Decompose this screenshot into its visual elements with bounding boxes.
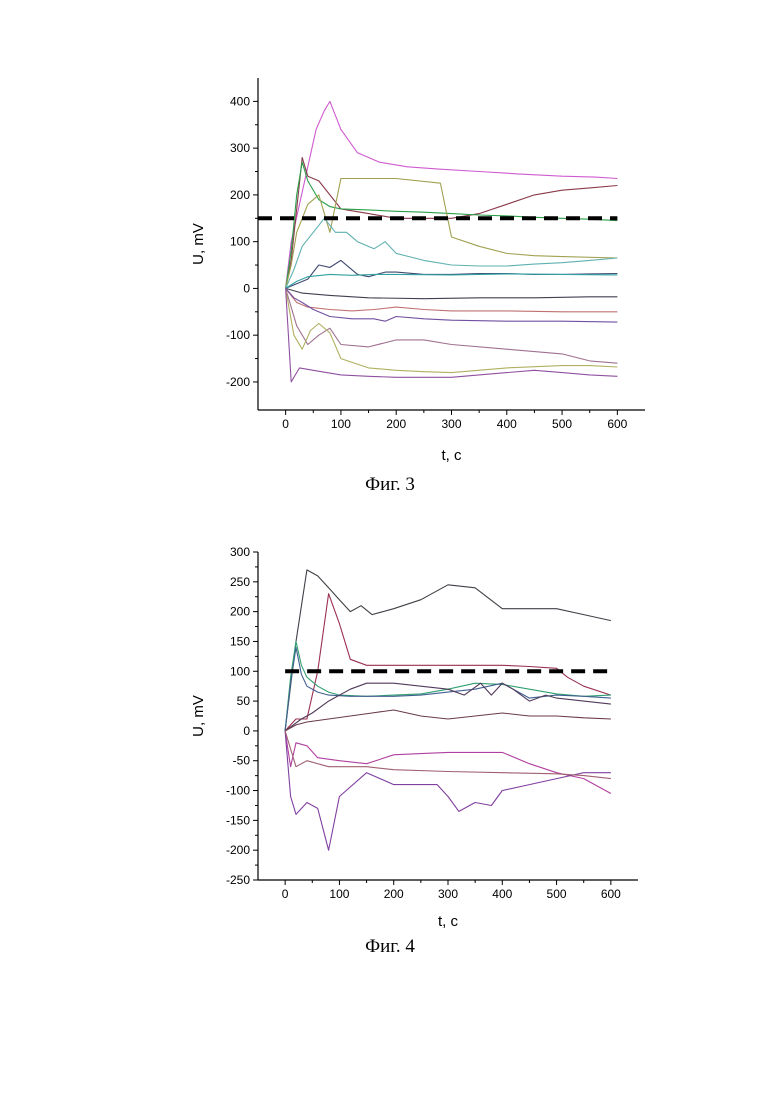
series-line-11 [286, 288, 618, 363]
y-tick-label: -50 [233, 754, 251, 768]
series-line-12 [286, 288, 618, 372]
x-tick-label: 200 [386, 417, 406, 431]
y-axis-title: U, mV [190, 223, 207, 265]
chart-fig3: 0 100 200 300 400 500 600 -200 -100 0 100 200 300 400… [0, 0, 780, 470]
x-axis-title: t, c [441, 447, 462, 464]
x-tick-label: 600 [607, 417, 627, 431]
series-line-2 [285, 594, 611, 731]
y-tick-label: 100 [230, 235, 250, 249]
series-line-8 [286, 288, 618, 298]
series-line-1 [286, 101, 618, 288]
y-tick-label: -150 [226, 813, 250, 827]
y-tick-label: -100 [226, 784, 250, 798]
x-tick-label: 300 [438, 887, 458, 901]
x-tick-label: 500 [547, 887, 567, 901]
x-tick-label: 100 [331, 417, 351, 431]
x-tick-label: 100 [329, 887, 349, 901]
series-line-7 [286, 274, 618, 289]
y-tick-label: 200 [230, 188, 250, 202]
y-axis-title: U, mV [190, 695, 207, 737]
x-tick-label: 600 [601, 887, 621, 901]
series-line-1 [285, 570, 611, 731]
y-tick-label: 400 [230, 94, 250, 108]
x-tick-label: 200 [384, 887, 404, 901]
figure-caption: Фиг. 4 [0, 936, 780, 958]
y-tick-label: 200 [230, 605, 250, 619]
series-line-5 [286, 218, 618, 288]
y-tick-label: 100 [230, 664, 250, 678]
y-tick-label: 150 [230, 634, 250, 648]
x-tick-label: 400 [492, 887, 512, 901]
series-line-5 [285, 683, 611, 731]
y-tick-label: -250 [226, 873, 250, 887]
series-line-9 [285, 731, 611, 779]
x-tick-label: 500 [552, 417, 572, 431]
x-tick-label: 0 [282, 887, 289, 901]
y-tick-label: -100 [226, 328, 250, 342]
y-tick-label: 300 [230, 141, 250, 155]
series-line-8 [285, 731, 611, 850]
series-line-3 [286, 162, 618, 288]
y-tick-label: 300 [230, 545, 250, 559]
x-tick-label: 400 [497, 417, 517, 431]
y-tick-label: 0 [243, 281, 250, 295]
x-axis-title: t, c [438, 913, 459, 930]
figure-3: 0 100 200 300 400 500 600 -200 -100 0 100 200 300 400… [0, 0, 780, 500]
series-line-9 [286, 288, 618, 311]
x-tick-label: 0 [282, 417, 289, 431]
y-tick-label: -200 [226, 843, 250, 857]
series-line-10 [286, 288, 618, 322]
y-tick-label: 50 [237, 694, 251, 708]
series-line-4 [286, 179, 618, 289]
y-tick-label: 250 [230, 575, 250, 589]
series-line-7 [285, 731, 611, 794]
y-tick-label: 0 [243, 724, 250, 738]
x-tick-label: 300 [441, 417, 461, 431]
series-line-6 [285, 710, 611, 731]
chart-fig4: 0 100 200 300 400 500 600 -250 -200 -150 -100 -50 0 5… [0, 520, 780, 940]
figure-caption: Фиг. 3 [0, 474, 780, 496]
series-line-13 [286, 288, 618, 382]
series-line-3 [285, 642, 611, 731]
y-tick-label: -200 [226, 375, 250, 389]
series-line-2 [286, 158, 618, 289]
figure-4: 0 100 200 300 400 500 600 -250 -200 -150 -100 -50 0 5… [0, 520, 780, 980]
